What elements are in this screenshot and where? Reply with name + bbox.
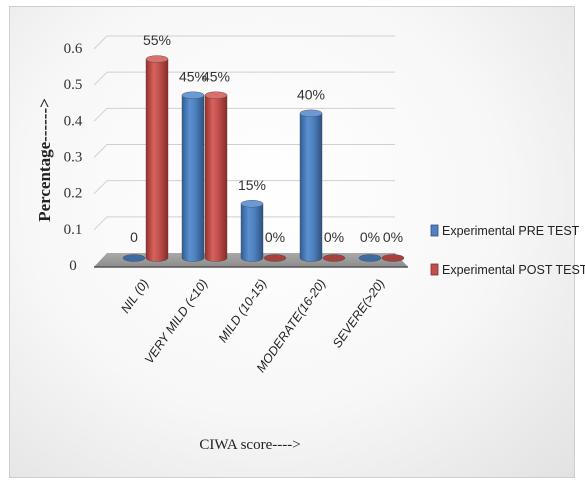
bar [122,254,146,262]
legend-label-post: Experimental POST TEST [442,263,585,277]
y-tick-label: 0.2 [64,186,83,202]
x-category-label: SEVERE(>20) [330,277,387,351]
bar [240,203,264,262]
legend-swatch-pre [430,224,439,237]
y-tick-label: 0.5 [64,77,83,93]
bar [263,254,287,262]
bar [204,95,228,262]
bar [358,254,382,262]
legend-swatch-post [430,263,439,276]
legend: Experimental PRE TEST Experimental POST … [430,224,585,277]
bar [299,113,323,262]
bar-cap [181,91,205,99]
y-tick-label: 0.6 [64,41,83,57]
data-label: 0% [265,229,285,245]
data-label: 15% [238,177,266,193]
gridline-depth [93,107,108,122]
x-axis-title: CIWA score----> [199,437,300,453]
bar [181,95,205,262]
data-label: 45% [179,68,207,84]
x-category-label: VERY MILD (<10) [142,277,211,367]
bar-cap [299,109,323,118]
legend-label-pre: Experimental PRE TEST [442,224,580,238]
data-label: 0 [130,229,138,245]
bar [145,58,169,262]
x-category-label: MODERATE(16-20) [254,277,329,375]
data-label: 0% [324,229,344,245]
bar-cap [145,55,169,63]
gridline-depth [93,180,108,195]
data-label: 45% [202,68,230,84]
y-tick-label: 0.3 [64,150,83,166]
x-category-label: NIL (0) [118,277,151,316]
bar [322,254,346,262]
y-axis-title: Percentage------> [35,98,54,222]
bar-cap [204,91,228,99]
gridline-depth [93,71,108,86]
y-tick-label: 0 [69,258,77,274]
data-label: 0% [383,229,403,245]
gridline-depth [93,35,108,50]
data-label: 0% [360,229,380,245]
chart-frame [9,6,575,478]
y-tick-label: 0.1 [64,222,83,238]
x-category-label: MILD (10-15) [216,277,270,345]
gridline-depth [93,216,108,231]
gridline-depth [93,144,108,158]
bar-cap [240,200,264,208]
data-label: 40% [297,86,325,102]
y-tick-label: 0.4 [64,113,83,129]
data-label: 55% [143,32,171,48]
bar [381,254,405,262]
